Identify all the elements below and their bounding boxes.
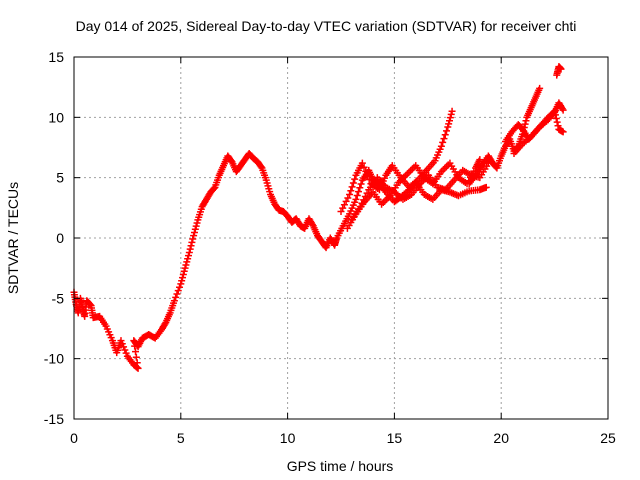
data-point: [133, 359, 141, 367]
data-point: [352, 195, 360, 203]
y-tick-label: 15: [48, 49, 64, 65]
y-tick-label: 5: [56, 170, 64, 186]
data-point: [522, 117, 530, 125]
data-point: [134, 364, 142, 372]
data-point: [170, 297, 178, 305]
x-tick-label: 20: [493, 430, 509, 446]
y-tick-label: -5: [52, 290, 65, 306]
data-point: [183, 258, 191, 266]
data-point: [86, 301, 94, 309]
data-point: [351, 175, 359, 183]
data-point: [257, 163, 265, 171]
data-point: [121, 346, 129, 354]
data-point: [191, 225, 199, 233]
data-point: [536, 84, 544, 92]
data-point: [178, 277, 186, 285]
data-point: [353, 192, 361, 200]
x-tick-label: 15: [387, 430, 403, 446]
data-point: [185, 248, 193, 256]
data-point: [482, 183, 490, 191]
x-tick-label: 10: [280, 430, 296, 446]
data-point: [363, 171, 371, 179]
data-point: [193, 219, 201, 227]
y-axis-label: SDTVAR / TECUs: [5, 182, 21, 294]
data-point: [439, 138, 447, 146]
data-point: [180, 267, 188, 275]
data-point: [358, 159, 366, 167]
data-point: [437, 142, 445, 150]
data-point: [558, 105, 566, 113]
data-point: [120, 343, 128, 351]
data-point: [553, 118, 561, 126]
data-point: [186, 245, 194, 253]
y-tick-label: 0: [56, 230, 64, 246]
data-point: [443, 127, 451, 135]
data-point: [187, 242, 195, 250]
x-tick-label: 0: [70, 430, 78, 446]
data-point: [184, 255, 192, 263]
data-point: [355, 188, 363, 196]
data-series: [70, 63, 567, 372]
data-point: [521, 120, 529, 128]
y-tick-label: 10: [48, 109, 64, 125]
data-point: [176, 283, 184, 291]
data-point: [132, 348, 140, 356]
data-point: [122, 349, 130, 357]
data-point: [188, 238, 196, 246]
data-point: [179, 274, 187, 282]
data-point: [559, 128, 567, 136]
grid-lines: [74, 57, 608, 419]
data-point: [184, 252, 192, 260]
data-point: [118, 340, 126, 348]
data-point: [346, 191, 354, 199]
y-tick-label: -10: [44, 351, 64, 367]
data-point: [444, 123, 452, 131]
data-point: [446, 114, 454, 122]
data-point: [117, 337, 125, 345]
data-point: [190, 228, 198, 236]
data-point: [554, 122, 562, 130]
data-point: [476, 156, 484, 164]
data-point: [365, 176, 373, 184]
data-point: [559, 106, 567, 114]
data-point: [181, 264, 189, 272]
data-point: [552, 115, 560, 123]
data-point: [177, 280, 185, 288]
data-point: [356, 184, 364, 192]
data-point: [441, 131, 449, 139]
data-point: [132, 353, 140, 361]
data-point: [557, 65, 565, 73]
data-point: [179, 270, 187, 278]
data-point: [190, 232, 198, 240]
data-point: [447, 110, 455, 118]
data-point: [360, 163, 368, 171]
data-point: [348, 183, 356, 191]
data-point: [174, 287, 182, 295]
data-point: [440, 135, 448, 143]
y-tick-label: -15: [44, 411, 64, 427]
data-point: [448, 107, 456, 115]
data-point: [357, 180, 365, 188]
data-point: [192, 222, 200, 230]
y-axis-ticks: -15 -10 -5 0 5 10 15: [44, 49, 608, 427]
x-axis-label: GPS time / hours: [287, 458, 394, 474]
x-tick-label: 25: [600, 430, 616, 446]
data-point: [362, 167, 370, 175]
data-point: [182, 261, 190, 269]
x-axis-ticks: 0 5 10 15 20 25: [70, 57, 616, 446]
data-point: [347, 187, 355, 195]
data-point: [445, 120, 453, 128]
x-tick-label: 5: [177, 430, 185, 446]
data-point: [349, 179, 357, 187]
data-point: [173, 290, 181, 298]
chart-title: Day 014 of 2025, Sidereal Day-to-day VTE…: [76, 18, 577, 34]
data-point: [189, 235, 197, 243]
data-point: [172, 293, 180, 301]
data-point: [446, 117, 454, 125]
